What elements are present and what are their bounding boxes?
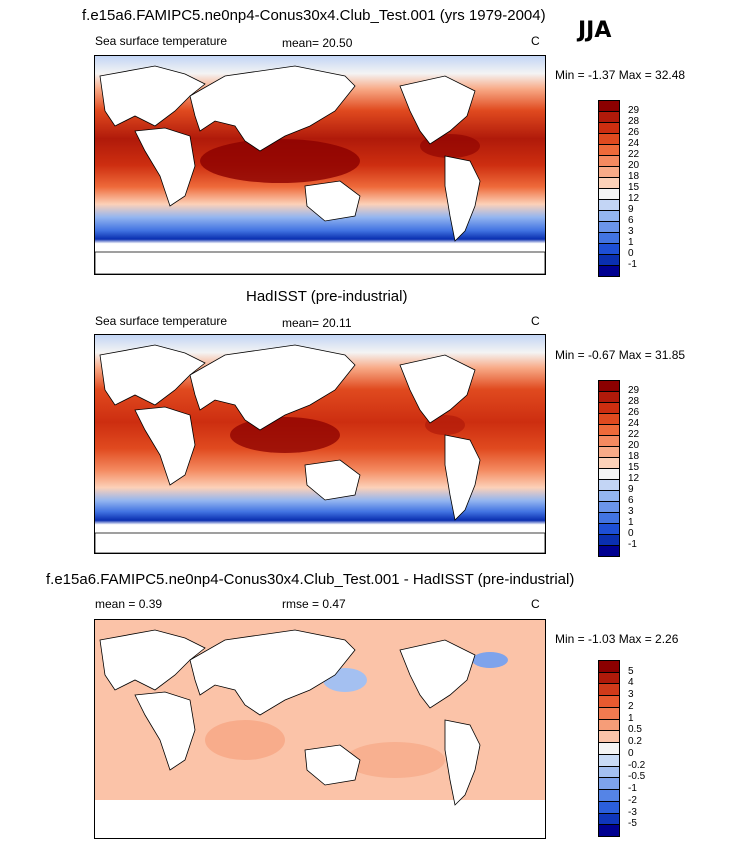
colorbar-label: 3 [628, 226, 634, 237]
colorbar-label: -5 [628, 818, 637, 830]
colorbar-label: -3 [628, 806, 637, 818]
colorbar-label: 22 [628, 429, 640, 440]
colorbar-label: 15 [628, 462, 640, 473]
colorbar-label: 6 [628, 215, 634, 226]
panel-3-rmse: rmse = 0.47 [282, 597, 346, 611]
sst-obs-map [95, 335, 545, 553]
sst-model-map [95, 56, 545, 274]
colorbar-label: 26 [628, 407, 640, 418]
panel-3-title: f.e15a6.FAMIPC5.ne0np4-Conus30x4.Club_Te… [46, 571, 575, 588]
colorbar-label: 0 [628, 528, 634, 539]
colorbar-label: 9 [628, 484, 634, 495]
panel-1-minmax: Min = -1.37 Max = 32.48 [555, 68, 686, 82]
colorbar-label: 5 [628, 665, 634, 677]
panel-1-colorbar: 29 28 26 24 22 20 18 15 12 9 6 3 1 0 -1 [598, 100, 658, 277]
colorbar-label: 24 [628, 418, 640, 429]
colorbar-label: 20 [628, 440, 640, 451]
colorbar-label: 3 [628, 689, 634, 701]
panel-1-map [94, 55, 546, 275]
panel-1-mean: mean= 20.50 [282, 36, 353, 50]
panel-2-left-label: Sea surface temperature [95, 314, 228, 328]
colorbar-label: 22 [628, 149, 640, 160]
colorbar-label: 15 [628, 182, 640, 193]
colorbar-label: 3 [628, 506, 634, 517]
sst-diff-map [95, 620, 545, 838]
colorbar-label: -1 [628, 539, 637, 550]
colorbar-label: -1 [628, 259, 637, 270]
panel-2-map [94, 334, 546, 554]
colorbar-label: 6 [628, 495, 634, 506]
colorbar-label: 18 [628, 451, 640, 462]
panel-1-title: f.e15a6.FAMIPC5.ne0np4-Conus30x4.Club_Te… [82, 7, 546, 24]
colorbar-label: 28 [628, 116, 640, 127]
colorbar-label: 24 [628, 138, 640, 149]
colorbar-swatch [598, 824, 620, 837]
panel-2-mean: mean= 20.11 [282, 316, 352, 330]
colorbar-swatch [598, 265, 620, 277]
colorbar-label: 29 [628, 105, 640, 116]
colorbar-label: 1 [628, 237, 634, 248]
panel-1-left-label: Sea surface temperature [95, 34, 228, 48]
colorbar-label: 0.5 [628, 724, 642, 736]
colorbar-label: 28 [628, 396, 640, 407]
panel-3-colorbar: 5 4 3 2 1 0.5 0.2 0 -0.2 -0.5 -1 -2 -3 -5 [598, 660, 658, 837]
colorbar-label: -2 [628, 794, 637, 806]
colorbar-label: -1 [628, 783, 637, 795]
colorbar-label: -0.5 [628, 771, 646, 783]
panel-2-minmax: Min = -0.67 Max = 31.85 [555, 348, 686, 362]
colorbar-label: 0 [628, 747, 634, 759]
panel-3-mean: mean = 0.39 [95, 597, 163, 611]
colorbar-label: 2 [628, 700, 634, 712]
panel-1-units: C [531, 34, 540, 48]
colorbar-label: 12 [628, 193, 640, 204]
colorbar-label: 12 [628, 473, 640, 484]
colorbar-label: 1 [628, 517, 634, 528]
panel-2-colorbar: 29 28 26 24 22 20 18 15 12 9 6 3 1 0 -1 [598, 380, 658, 557]
season-label: JJA [578, 18, 612, 43]
colorbar-label: 20 [628, 160, 640, 171]
panel-3-map [94, 619, 546, 839]
panel-3-minmax: Min = -1.03 Max = 2.26 [555, 632, 679, 646]
colorbar-label: 29 [628, 385, 640, 396]
colorbar-label: 18 [628, 171, 640, 182]
colorbar-label: 26 [628, 127, 640, 138]
panel-2-title: HadISST (pre-industrial) [246, 288, 408, 305]
colorbar-label: 9 [628, 204, 634, 215]
colorbar-swatch [598, 545, 620, 557]
colorbar-label: 0 [628, 248, 634, 259]
colorbar-label: 0.2 [628, 736, 642, 748]
panel-3-units: C [531, 597, 540, 611]
colorbar-label: 1 [628, 712, 634, 724]
panel-2-units: C [531, 314, 540, 328]
colorbar-label: -0.2 [628, 759, 646, 771]
colorbar-label: 4 [628, 677, 634, 689]
